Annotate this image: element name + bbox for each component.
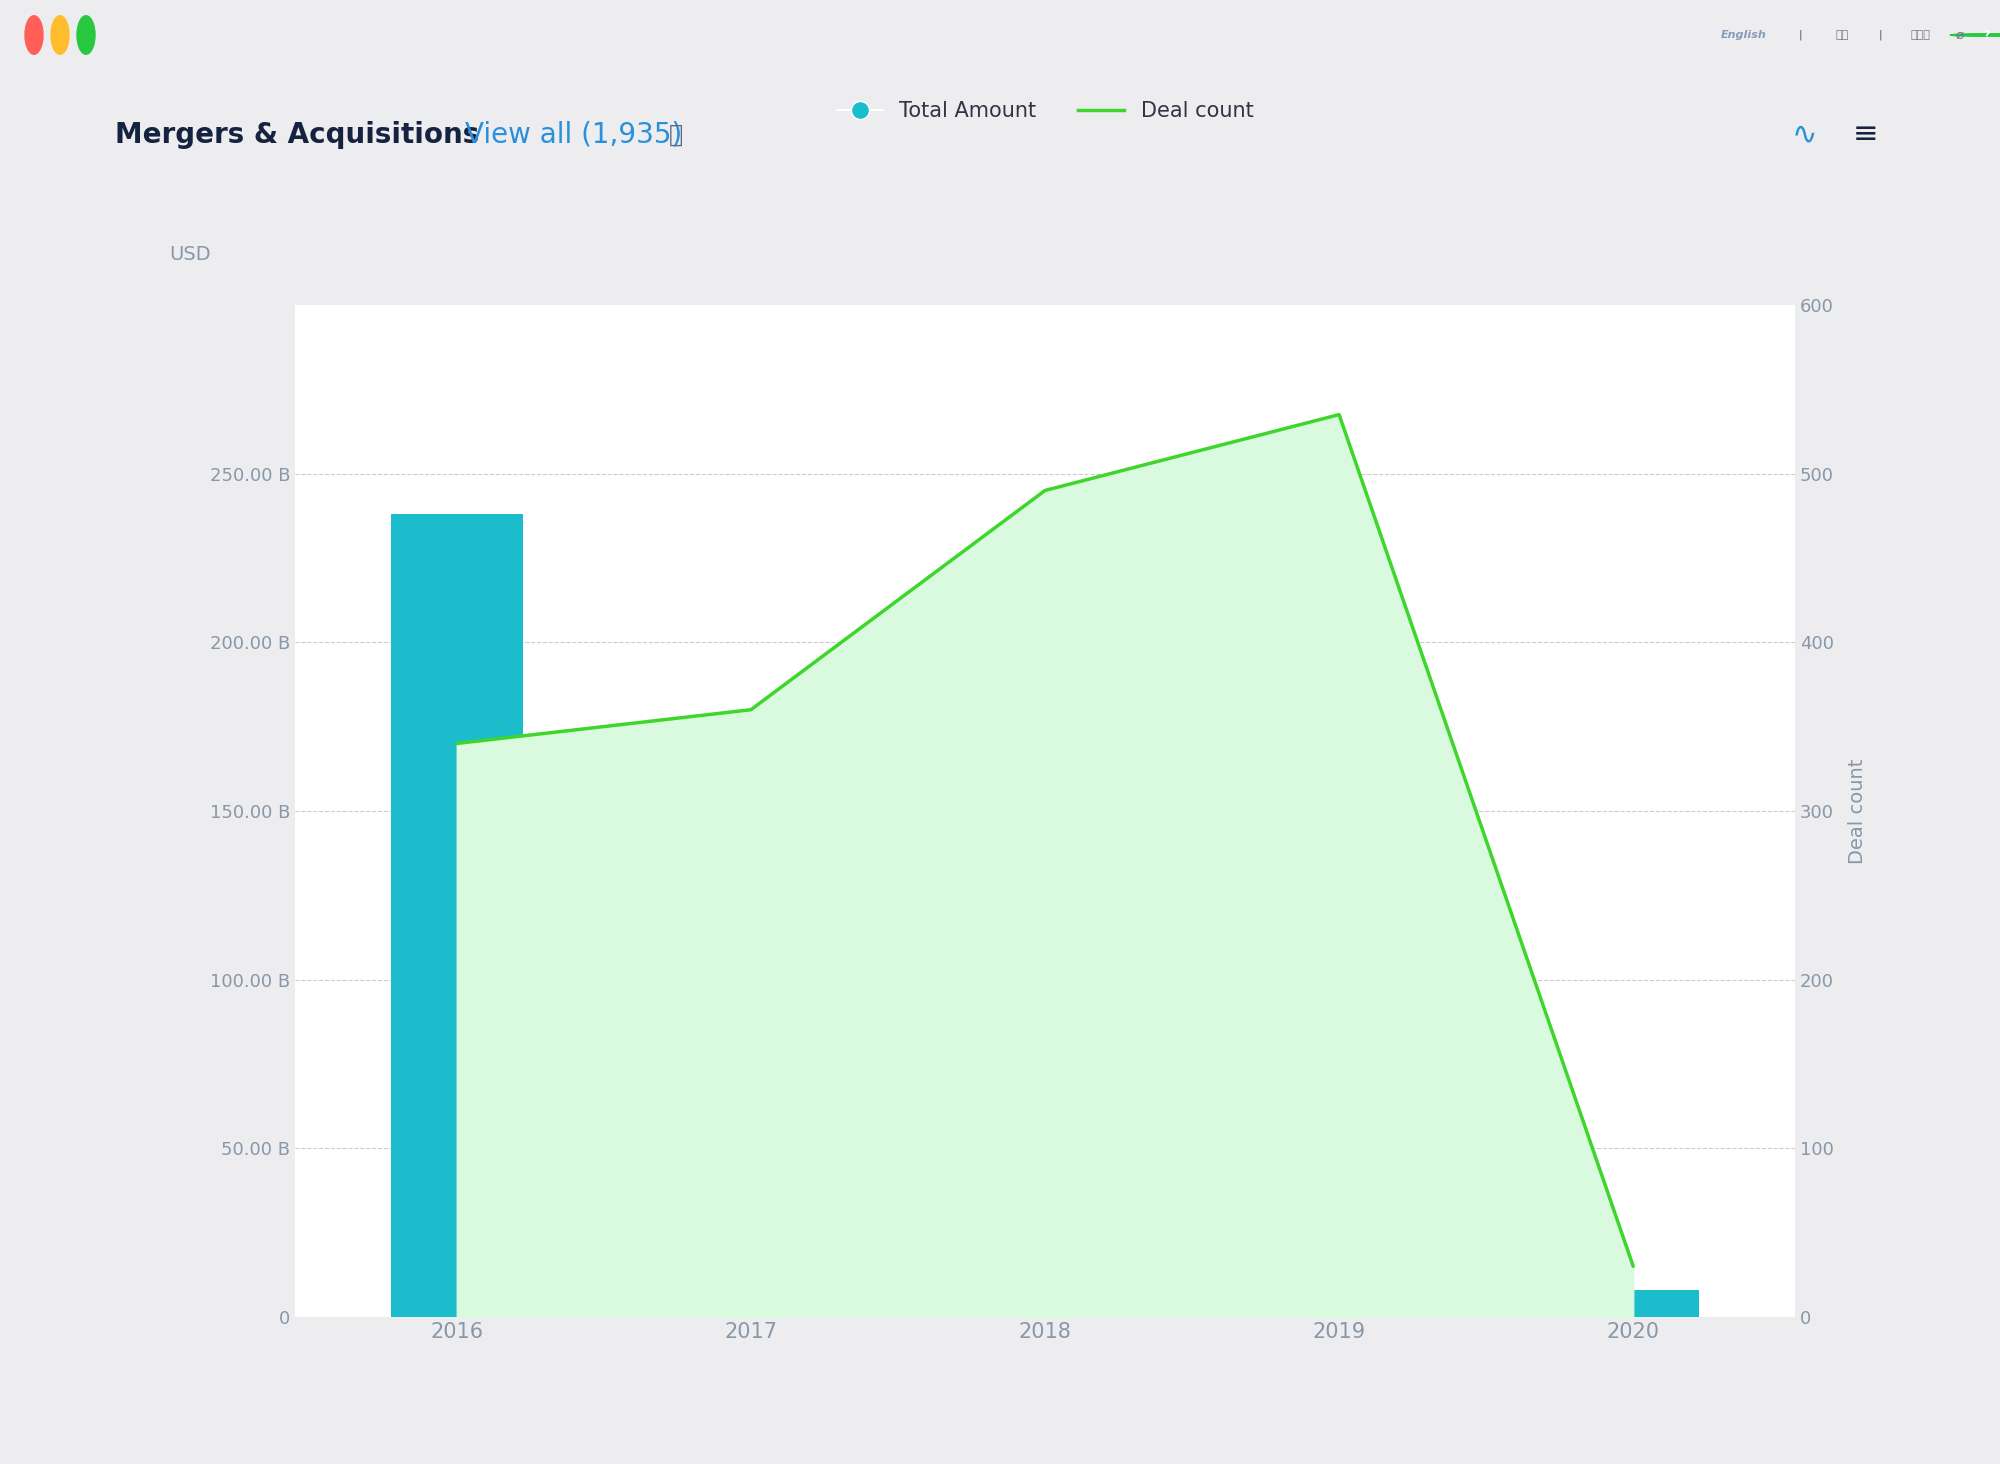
Ellipse shape <box>24 16 44 54</box>
Circle shape <box>1950 34 2000 37</box>
Text: Mergers & Acquisitions: Mergers & Acquisitions <box>116 122 480 149</box>
Text: ⌀: ⌀ <box>1956 28 1964 42</box>
Bar <box>684 1031 818 1318</box>
Y-axis label: Deal count: Deal count <box>1848 758 1866 864</box>
Bar <box>1568 1290 1700 1318</box>
Text: ≡: ≡ <box>1852 120 1878 149</box>
Bar <box>978 1047 1112 1318</box>
Ellipse shape <box>76 16 96 54</box>
Text: 中文: 中文 <box>1836 29 1848 40</box>
Text: ∿: ∿ <box>1792 120 1818 149</box>
Bar <box>1272 1070 1406 1318</box>
Text: View all (1,935): View all (1,935) <box>464 122 682 149</box>
Text: |: | <box>1798 29 1802 40</box>
Text: ⓘ: ⓘ <box>668 123 684 146</box>
Text: ?: ? <box>1982 29 1990 40</box>
Ellipse shape <box>52 16 68 54</box>
Legend: Total Amount, Deal count: Total Amount, Deal count <box>828 92 1262 129</box>
Text: 日本語: 日本語 <box>1910 29 1930 40</box>
Bar <box>390 514 522 1318</box>
Text: |: | <box>1878 29 1882 40</box>
Text: English: English <box>1722 29 1766 40</box>
Y-axis label: USD: USD <box>170 246 210 265</box>
